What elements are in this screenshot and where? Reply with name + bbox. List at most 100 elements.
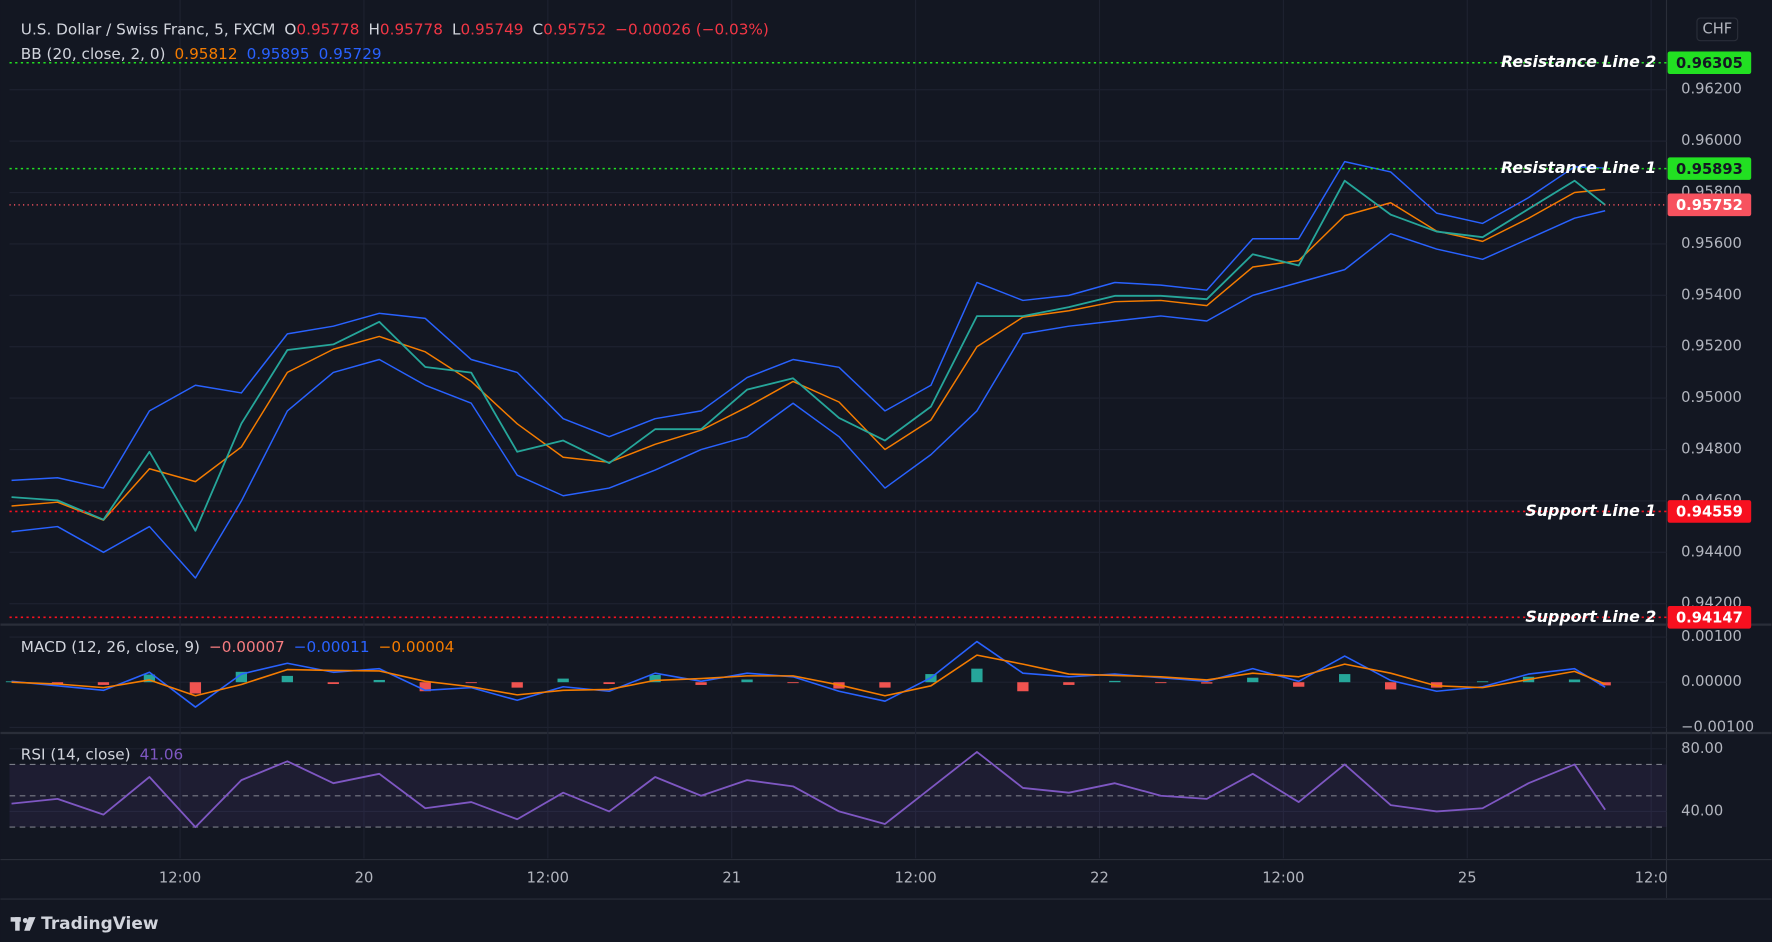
y-tick-label: 80.00: [1681, 740, 1723, 757]
legend-value: 41.06: [140, 745, 184, 763]
logo-part: [15, 917, 20, 931]
ohlc-key: O: [284, 20, 296, 38]
indicator-value: 0.95812: [175, 45, 238, 63]
histogram-bar: [603, 682, 615, 685]
legend-value: −0.00004: [379, 638, 455, 656]
ohlc-key: L: [452, 20, 461, 38]
y-tick-label: 0.00000: [1681, 673, 1742, 690]
histogram-bar: [373, 679, 385, 683]
histogram-bar: [143, 674, 156, 683]
x-tick-label: 21: [722, 870, 741, 887]
series-line: [11, 188, 1606, 521]
y-tick-label: 0.95200: [1681, 338, 1742, 355]
histogram-bar: [51, 682, 64, 685]
logo-part: [22, 918, 28, 924]
ohlc-value: 0.95749: [460, 20, 523, 38]
y-tick-label: 0.00100: [1681, 628, 1742, 645]
price-tag: [1667, 193, 1752, 217]
legend-value: −0.00011: [294, 638, 370, 656]
marks-layer: [5, 160, 1611, 829]
series-line: [11, 179, 1606, 532]
y-tick-label: 0.95000: [1681, 389, 1742, 406]
level-label: Resistance Line 2: [1501, 52, 1656, 71]
x-tick-label: 22: [1090, 870, 1109, 887]
histogram-bar: [1476, 681, 1489, 683]
histogram-bar: [787, 682, 799, 684]
legend-value: −0.00007: [209, 638, 285, 656]
level-label: Resistance Line 1: [1501, 158, 1656, 177]
histogram-bar: [1201, 682, 1213, 684]
x-tick-label: 12:00: [894, 870, 936, 887]
histogram-bar: [1017, 682, 1029, 692]
series-line: [11, 160, 1606, 489]
price-tag-text: 0.94147: [1676, 609, 1743, 626]
histogram-bar: [1568, 679, 1581, 683]
x-tick-label: 12:0: [1635, 870, 1668, 887]
histogram-bar: [511, 682, 523, 688]
histogram-bar: [97, 682, 110, 685]
x-tick-label: 12:00: [527, 870, 569, 887]
legend: MACD (12, 26, close, 9) −0.00007 −0.00011−…: [21, 638, 455, 656]
histogram-bar: [465, 682, 477, 684]
x-tick-label: 25: [1458, 870, 1477, 887]
histogram-bar: [327, 682, 339, 685]
price-tag: [1667, 606, 1752, 629]
level-label: Support Line 2: [1525, 607, 1656, 626]
indicator-value: 0.95895: [247, 45, 310, 63]
series-line: [11, 654, 1606, 697]
brand: TradingView: [41, 913, 159, 933]
price-tag: [1667, 51, 1752, 75]
legend: U.S. Dollar / Swiss Franc, 5, FXCM O0.957…: [21, 20, 769, 38]
x-tick-label: 20: [355, 870, 374, 887]
histogram-bar: [235, 671, 248, 683]
histogram-bar: [1293, 682, 1305, 687]
price-tag: [1667, 157, 1752, 180]
ohlc-value: 0.95752: [543, 20, 606, 38]
legend: RSI (14, close) 41.06: [21, 745, 183, 763]
grid-layer: 0.942000.944000.946000.948000.950000.952…: [9, 0, 1754, 887]
histogram-bar: [971, 668, 983, 683]
legend-title: RSI (14, close): [21, 745, 131, 763]
series-line: [11, 751, 1606, 829]
histogram-bar: [879, 682, 891, 688]
level-label: Support Line 1: [1525, 501, 1656, 520]
price-tag: [1667, 500, 1752, 523]
series-line: [11, 210, 1606, 579]
y-tick-label: 0.96000: [1681, 132, 1742, 149]
logo-part: [24, 917, 36, 931]
histogram-bar: [1109, 680, 1121, 683]
histogram-bar: [281, 675, 293, 683]
histogram-bar: [1247, 677, 1259, 683]
y-tick-label: 40.00: [1681, 802, 1723, 819]
x-tick-label: 12:00: [1262, 870, 1304, 887]
histogram-bar: [1385, 682, 1397, 690]
price-change: −0.00026 (−0.03%): [615, 20, 769, 38]
overlay-layer: Resistance Line 2 0.96305 Resistance Line …: [9, 17, 1752, 763]
histogram-bar: [741, 679, 753, 683]
price-tag-text: 0.94559: [1676, 504, 1743, 521]
ohlc-value: 0.95778: [296, 20, 359, 38]
histogram-bar: [419, 682, 431, 692]
currency: CHF: [1702, 20, 1732, 37]
histogram-bar: [1063, 682, 1075, 685]
indicator-value: 0.95729: [319, 45, 382, 63]
brand-logo: [10, 917, 36, 931]
legend-title: U.S. Dollar / Swiss Franc, 5, FXCM: [21, 20, 276, 38]
price-tag-text: 0.95893: [1676, 161, 1743, 178]
histogram-bar: [695, 682, 707, 685]
y-tick-label: 0.96200: [1681, 81, 1742, 98]
ohlc-key: H: [368, 20, 379, 38]
histogram-bar: [557, 678, 569, 683]
series-line: [11, 640, 1606, 708]
y-tick-label: 0.94800: [1681, 441, 1742, 458]
indicator-name: BB (20, close, 2, 0): [21, 45, 166, 63]
histogram-bar: [1339, 674, 1351, 683]
histogram-bar: [1430, 682, 1443, 688]
currency-box: [1696, 17, 1739, 42]
price-tag-text: 0.96305: [1676, 55, 1743, 72]
y-tick-label: 0.94400: [1681, 543, 1742, 560]
histogram-bar: [189, 682, 202, 694]
